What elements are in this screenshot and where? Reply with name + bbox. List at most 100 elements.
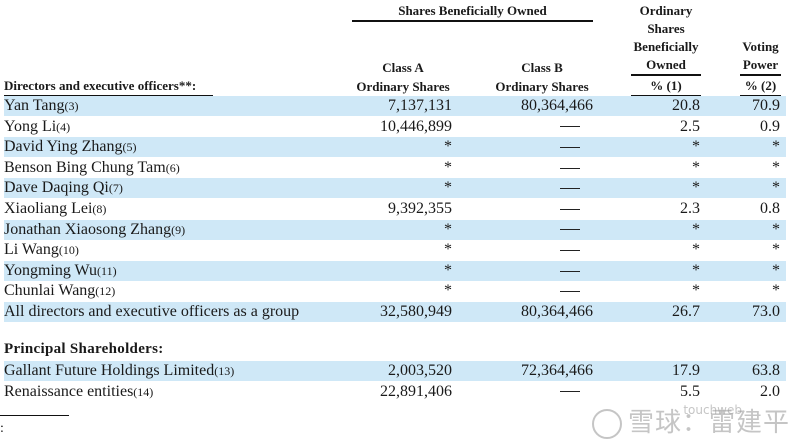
header-pct-owned-unit: % (1)	[631, 77, 701, 97]
table-row: Dave Daqing Qi(7) * * *	[4, 178, 786, 199]
footnote-ref: (10)	[58, 243, 79, 258]
footnote-ref: (5)	[122, 140, 137, 155]
holder-name: Renaissance entities	[4, 382, 134, 400]
class-a-shares: *	[444, 220, 452, 238]
footnote-ref: (3)	[64, 99, 79, 113]
class-a-shares: 9,392,355	[388, 200, 452, 217]
row-name: Dave Daqing Qi(7)	[4, 178, 123, 198]
pct-owned: 2.3	[680, 200, 700, 217]
voting-power: 70.9	[752, 97, 780, 114]
class-b-shares: 80,364,466	[521, 97, 593, 114]
holder-name: Chunlai Wang	[4, 282, 96, 300]
table-row: Jonathan Xiaosong Zhang(9) * * *	[4, 219, 786, 240]
watermark-text: 雪球：雷建平	[627, 408, 790, 438]
holder-name: David Ying Zhang	[4, 138, 123, 156]
voting-power: 2.0	[760, 382, 780, 400]
row-name: All directors and executive officers as …	[4, 302, 299, 322]
table-row: Yong Li(4) 10,446,899 2.5 0.9	[4, 117, 786, 137]
footnote-ref: (7)	[108, 181, 123, 196]
class-b-shares	[560, 117, 584, 137]
header-pct-owned-line: Ordinary	[639, 3, 693, 18]
footnote-ref: (13)	[214, 364, 235, 378]
footnote-ref: (11)	[97, 263, 117, 278]
header-class-a: Class A Ordinary Shares	[352, 58, 454, 98]
voting-power: 73.0	[752, 303, 780, 320]
class-b-shares	[560, 382, 584, 402]
principal-shareholders-title: Principal Shareholders:	[4, 341, 164, 357]
holder-name: Dave Daqing Qi	[4, 179, 109, 197]
table-row: Renaissance entities(14) 22,891,406 5.5 …	[4, 382, 786, 402]
voting-power: 63.8	[752, 362, 780, 379]
footnote-ref: (9)	[171, 222, 186, 237]
pct-owned: 20.8	[672, 97, 700, 114]
row-name: Chunlai Wang(12)	[4, 281, 115, 301]
pct-owned: *	[692, 241, 700, 259]
class-a-shares: 10,446,899	[380, 117, 452, 135]
voting-power: *	[772, 179, 780, 197]
class-a-shares: *	[444, 282, 452, 300]
footnote-ref: (4)	[56, 119, 71, 134]
pct-owned: *	[692, 158, 700, 176]
row-name: Xiaoliang Lei(8)	[4, 199, 106, 219]
footnote-ref: (8)	[92, 202, 107, 216]
table-row: Xiaoliang Lei(8) 9,392,355 2.3 0.8	[4, 199, 786, 219]
holder-name: Yan Tang	[4, 97, 65, 114]
footnote-colon: :	[0, 421, 4, 436]
class-a-shares: 2,003,520	[388, 362, 452, 379]
holder-name: Yong Li	[4, 117, 57, 135]
holder-name: Jonathan Xiaosong Zhang	[4, 220, 172, 238]
pct-owned: *	[692, 220, 700, 238]
holder-name: Xiaoliang Lei	[4, 200, 93, 217]
voting-power: 0.8	[760, 200, 780, 217]
row-name: Li Wang(10)	[4, 240, 79, 260]
class-a-shares: *	[444, 179, 452, 197]
table-row: David Ying Zhang(5) * * *	[4, 137, 786, 158]
header-pct-owned-line: Beneficially	[633, 39, 699, 54]
class-a-shares: *	[444, 241, 452, 259]
header-voting-line: Power	[740, 56, 781, 76]
table-row: Gallant Future Holdings Limited(13) 2,00…	[4, 361, 786, 381]
header-class-b-line1: Class B	[521, 60, 563, 75]
class-a-shares: *	[444, 158, 452, 176]
row-name: Renaissance entities(14)	[4, 382, 153, 402]
header-shares-beneficially-owned: Shares Beneficially Owned	[352, 1, 593, 22]
class-a-shares: 32,580,949	[380, 303, 452, 320]
holder-name: Gallant Future Holdings Limited	[4, 362, 215, 379]
class-b-shares	[560, 281, 584, 301]
class-a-shares: 7,137,131	[388, 97, 452, 114]
pct-owned: 2.5	[680, 117, 700, 135]
table-row: Chunlai Wang(12) * * *	[4, 281, 786, 301]
pct-owned: *	[692, 138, 700, 156]
footnote-ref: (6)	[165, 160, 180, 175]
row-name: Yongming Wu(11)	[4, 261, 117, 281]
holder-name: Yongming Wu	[4, 261, 98, 279]
row-name: Yan Tang(3)	[4, 96, 79, 116]
snowball-logo-icon	[591, 408, 622, 439]
em-dash	[560, 188, 580, 190]
class-b-shares: 72,364,466	[521, 362, 593, 379]
header-pct-owned-line: Owned	[631, 56, 701, 76]
footnote-ref: (12)	[95, 284, 116, 299]
header-pct-owned-line: Shares	[647, 21, 685, 36]
class-b-shares	[560, 137, 584, 157]
class-a-shares: *	[444, 138, 452, 156]
voting-power: *	[772, 138, 780, 156]
class-b-shares	[560, 178, 584, 198]
class-b-shares	[560, 261, 584, 281]
row-name: Benson Bing Chung Tam(6)	[4, 158, 180, 178]
table-row: Yan Tang(3) 7,137,131 80,364,466 20.8 70…	[4, 96, 786, 116]
class-b-shares	[560, 158, 584, 178]
header-voting-unit: % (2)	[740, 77, 781, 97]
em-dash	[560, 126, 580, 128]
em-dash	[560, 208, 580, 210]
footnote-divider	[0, 415, 69, 416]
pct-owned: *	[692, 179, 700, 197]
row-name: Yong Li(4)	[4, 117, 70, 137]
em-dash	[560, 391, 580, 393]
pct-owned: *	[692, 282, 700, 300]
em-dash	[560, 147, 580, 149]
em-dash	[560, 291, 580, 293]
voting-power: *	[772, 220, 780, 238]
pct-owned: 26.7	[672, 303, 700, 320]
voting-power: *	[772, 261, 780, 279]
